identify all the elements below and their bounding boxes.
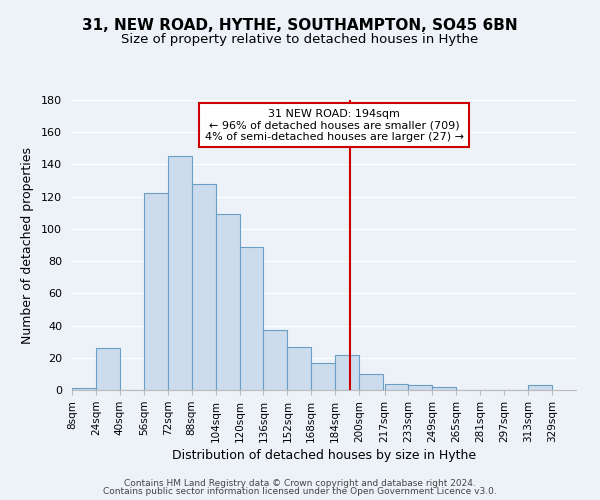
Bar bbox=[311, 362, 335, 390]
Bar bbox=[215, 214, 239, 390]
Bar bbox=[72, 388, 96, 390]
Text: Contains public sector information licensed under the Open Government Licence v3: Contains public sector information licen… bbox=[103, 487, 497, 496]
Bar bbox=[409, 385, 433, 390]
Bar bbox=[168, 156, 191, 390]
Bar bbox=[335, 354, 359, 390]
Bar bbox=[263, 330, 287, 390]
X-axis label: Distribution of detached houses by size in Hythe: Distribution of detached houses by size … bbox=[172, 449, 476, 462]
Bar bbox=[96, 348, 120, 390]
Bar bbox=[191, 184, 215, 390]
Y-axis label: Number of detached properties: Number of detached properties bbox=[21, 146, 34, 344]
Text: Size of property relative to detached houses in Hythe: Size of property relative to detached ho… bbox=[121, 32, 479, 46]
Bar bbox=[385, 384, 409, 390]
Text: Contains HM Land Registry data © Crown copyright and database right 2024.: Contains HM Land Registry data © Crown c… bbox=[124, 478, 476, 488]
Bar bbox=[359, 374, 383, 390]
Text: 31 NEW ROAD: 194sqm
← 96% of detached houses are smaller (709)
4% of semi-detach: 31 NEW ROAD: 194sqm ← 96% of detached ho… bbox=[205, 108, 464, 142]
Bar bbox=[144, 194, 168, 390]
Text: 31, NEW ROAD, HYTHE, SOUTHAMPTON, SO45 6BN: 31, NEW ROAD, HYTHE, SOUTHAMPTON, SO45 6… bbox=[82, 18, 518, 32]
Bar bbox=[433, 387, 457, 390]
Bar bbox=[528, 385, 552, 390]
Bar bbox=[239, 246, 263, 390]
Bar bbox=[287, 346, 311, 390]
